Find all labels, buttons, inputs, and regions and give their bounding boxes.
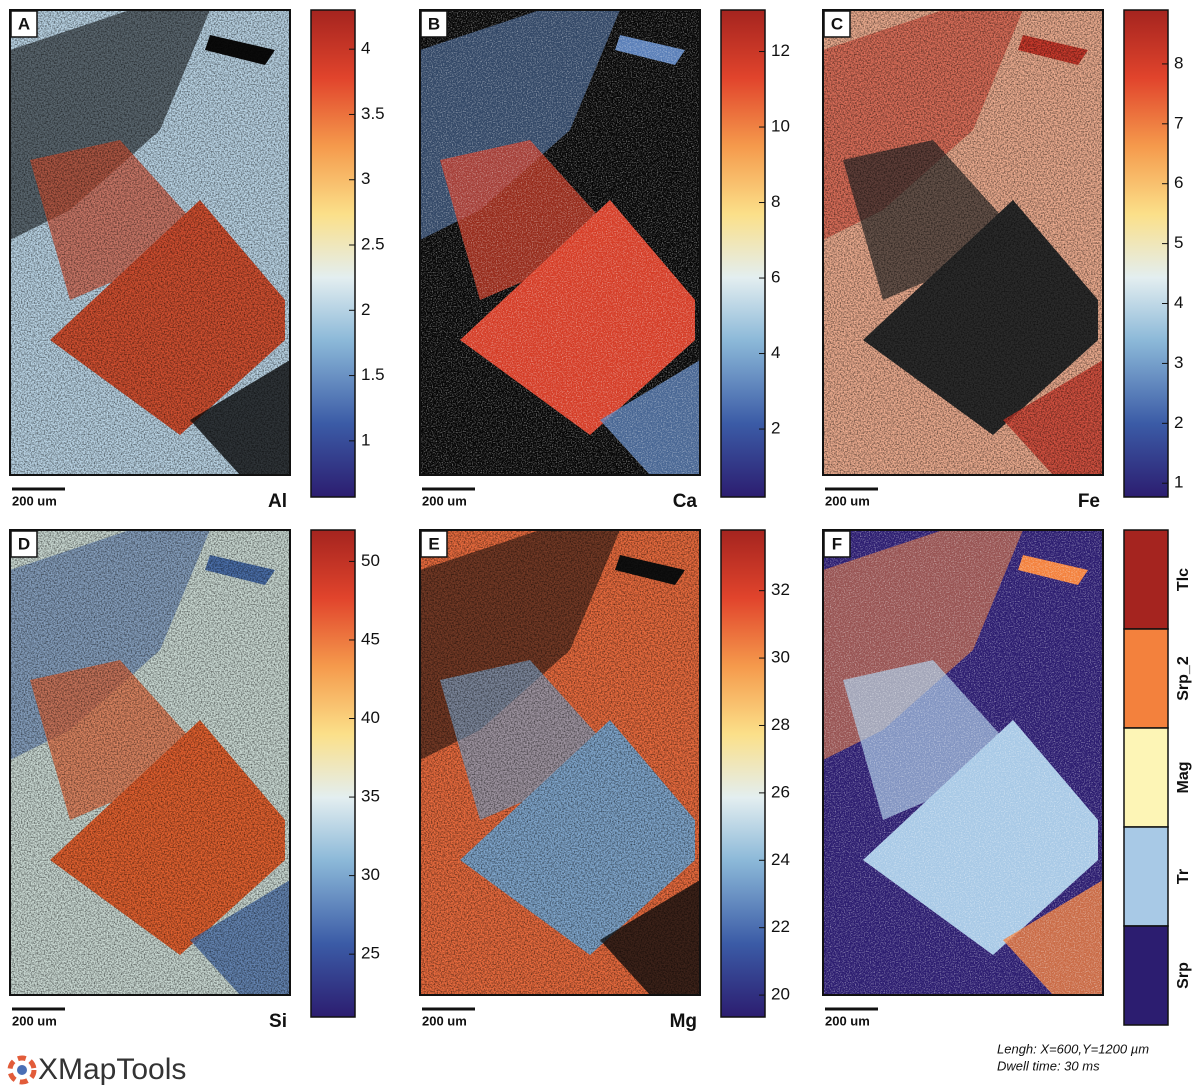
logo: XMapTools [10,1053,186,1086]
panel-letter: C [831,14,843,33]
colorbar-tick-label: 2 [361,300,370,319]
colorbar [721,10,765,497]
map-texture [420,10,700,475]
legend-label: Mag [1175,762,1192,794]
colorbar [1124,10,1168,497]
footnote: Dwell time: 30 ms [997,1058,1100,1073]
figure: XMapTools Lengh: X=600,Y=1200 µm Dwell t… [0,0,1198,1090]
colorbar-tick-label: 3.5 [361,104,385,123]
colorbar-tick-label: 26 [771,782,790,801]
scale-bar-label: 200 um [12,493,57,508]
map-texture [823,10,1103,475]
logo-icon-core [17,1065,27,1075]
colorbar-tick-label: 35 [361,787,380,806]
colorbar-tick-label: 3 [361,169,370,188]
colorbar-tick-label: 2 [1174,413,1183,432]
colorbar-tick-label: 20 [771,985,790,1004]
colorbar-tick-label: 12 [771,41,790,60]
panel-letter: E [428,534,439,553]
colorbar-tick-label: 6 [771,268,780,287]
colorbar-tick-label: 1.5 [361,365,385,384]
colorbar-tick-label: 25 [361,944,380,963]
legend-label: Srp_2 [1175,656,1192,701]
map-panel: C 200 um Fe [823,10,1103,512]
scale-bar-label: 200 um [825,493,870,508]
element-label: Al [268,491,287,512]
colorbar-tick-label: 28 [771,715,790,734]
map-texture [823,530,1103,995]
legend-label: Tlc [1175,568,1192,591]
legend-label: Srp [1175,962,1192,989]
colorbar [311,10,355,497]
colorbar-tick-label: 40 [361,708,380,727]
scale-bar-label: 200 um [12,1013,57,1028]
panel-letter: B [428,14,440,33]
colorbar-tick-label: 30 [361,865,380,884]
colorbar-tick-label: 4 [361,39,370,58]
colorbar-tick-label: 8 [771,192,780,211]
colorbar-tick-label: 7 [1174,113,1183,132]
map-panel: A 200 um Al [10,10,290,512]
map-panel: F 200 um [823,530,1103,1028]
colorbar-tick-label: 32 [771,580,790,599]
colorbar-tick-label: 4 [771,343,780,362]
map-texture [420,530,700,995]
colorbar-tick-label: 22 [771,917,790,936]
colorbar-tick-label: 8 [1174,53,1183,72]
map-texture [10,530,290,995]
map-texture [10,10,290,475]
legend-swatch [1124,827,1168,926]
legend-swatch [1124,629,1168,728]
colorbar-tick-label: 4 [1174,293,1183,312]
colorbar-tick-label: 5 [1174,233,1183,252]
scale-bar-label: 200 um [825,1013,870,1028]
colorbar-tick-label: 6 [1174,173,1183,192]
logo-text: XMapTools [38,1053,186,1086]
colorbar-tick-label: 10 [771,117,790,136]
colorbar-tick-label: 45 [361,629,380,648]
colorbar-tick-label: 1 [361,430,370,449]
colorbar [721,530,765,1017]
colorbar-tick-label: 30 [771,648,790,667]
colorbar-tick-label: 3 [1174,353,1183,372]
colorbar-tick-label: 24 [771,850,790,869]
panel-letter: D [18,534,30,553]
colorbar-tick-label: 50 [361,551,380,570]
element-label: Mg [670,1011,697,1032]
colorbar-tick-label: 2.5 [361,234,385,253]
colorbar-tick-label: 2 [771,419,780,438]
legend-swatch [1124,926,1168,1025]
footnote: Lengh: X=600,Y=1200 µm [997,1041,1149,1056]
map-panel: B 200 um Ca [420,10,700,512]
element-label: Ca [673,491,698,512]
legend-swatch [1124,530,1168,629]
legend-swatch [1124,728,1168,827]
map-panel: E 200 um Mg [420,530,700,1032]
scale-bar-label: 200 um [422,1013,467,1028]
colorbar-tick-label: 1 [1174,473,1183,492]
legend-label: Tr [1175,869,1192,884]
map-panel: D 200 um Si [10,530,290,1032]
element-label: Si [269,1011,287,1032]
panel-letter: F [832,534,842,553]
scale-bar-label: 200 um [422,493,467,508]
panel-letter: A [18,14,30,33]
element-label: Fe [1078,491,1100,512]
colorbar [311,530,355,1017]
